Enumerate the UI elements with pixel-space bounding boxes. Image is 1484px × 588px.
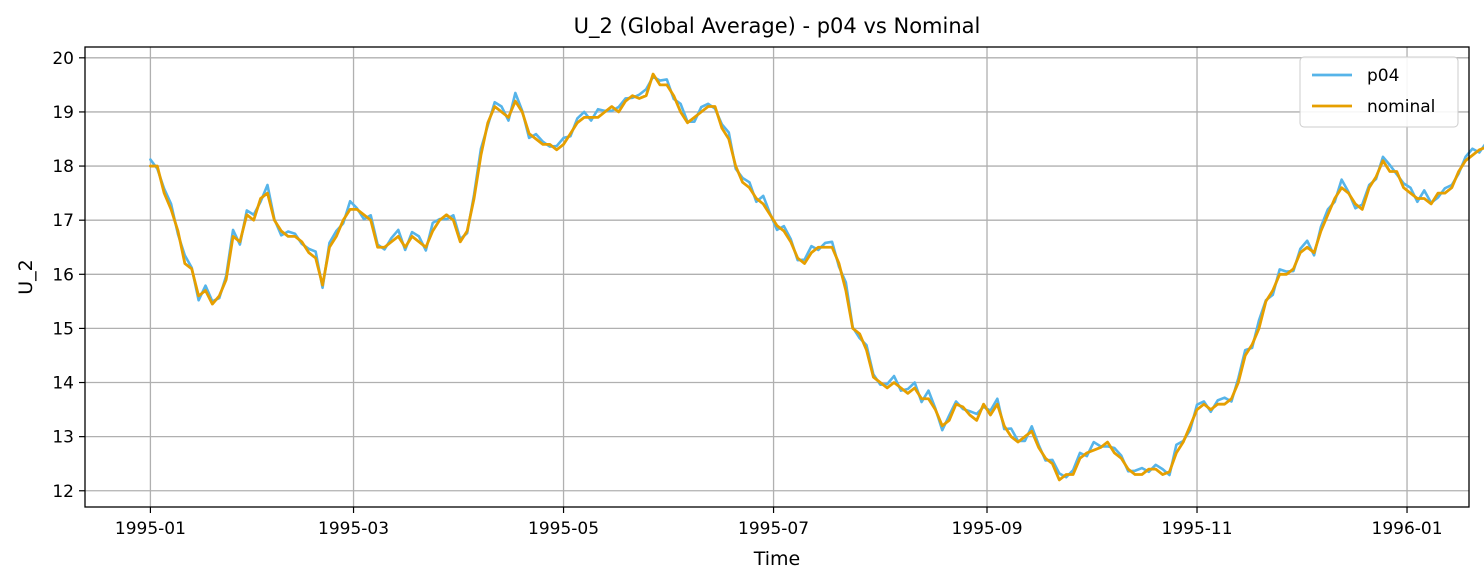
y-tick-label: 17 [52,211,74,231]
series-line-p04 [149,75,1484,479]
x-tick-label: 1995-07 [738,519,809,539]
x-tick-label: 1995-03 [318,519,389,539]
y-tick-label: 18 [52,157,74,177]
x-tick-label: 1996-01 [1372,519,1443,539]
x-tick-label: 1995-05 [528,519,599,539]
y-tick-label: 12 [52,482,74,502]
y-tick-label: 19 [52,103,74,123]
x-tick-label: 1995-09 [951,519,1022,539]
y-tick-label: 15 [52,319,74,339]
x-tick-label: 1995-01 [115,519,186,539]
y-axis-label: U_2 [15,259,37,295]
y-tick-label: 13 [52,428,74,448]
y-tick-label: 16 [52,265,74,285]
y-tick-label: 20 [52,49,74,69]
x-axis-ticks: 1995-01 1995-03 1995-05 1995-07 1995-09 1995-… [115,507,1443,539]
grid-lines [85,47,1469,507]
x-axis-label: Time [753,548,801,570]
chart-title: U_2 (Global Average) - p04 vs Nominal [574,14,981,39]
legend-label-nominal: nominal [1367,97,1435,117]
series-line-nominal [149,72,1484,482]
legend: p04 nominal [1299,56,1459,128]
plot-frame [84,46,1470,508]
y-axis-ticks: 12 13 14 15 16 17 18 19 20 [52,49,85,502]
legend-label-p04: p04 [1367,66,1399,86]
series-lines [149,72,1484,482]
y-tick-label: 14 [52,374,74,394]
x-tick-label: 1995-11 [1162,519,1233,539]
